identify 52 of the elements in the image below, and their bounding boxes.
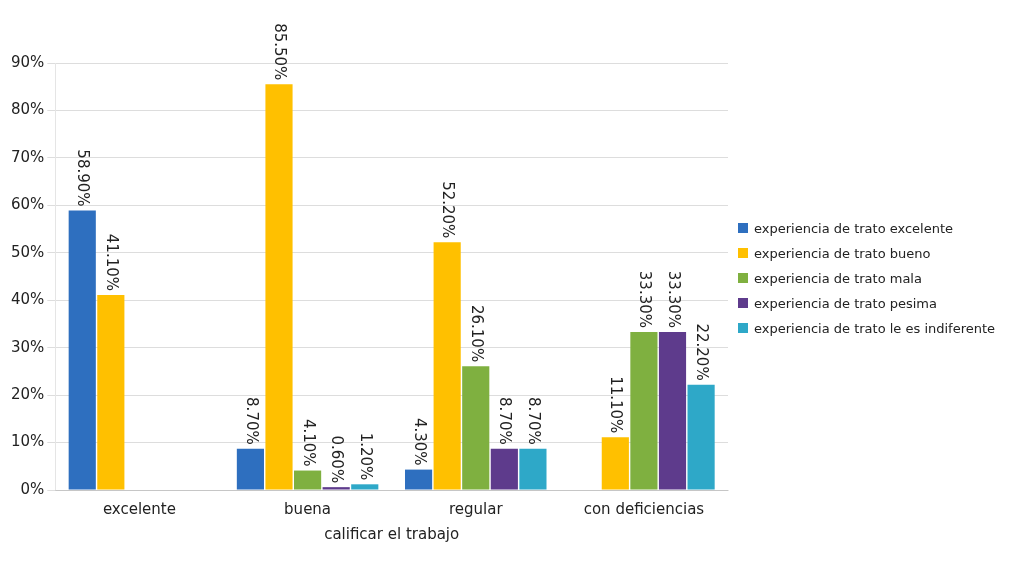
bar — [322, 487, 350, 490]
y-tick-label: 70% — [11, 147, 45, 166]
data-label: 1.20% — [356, 432, 375, 481]
y-tick-label: 0% — [20, 479, 45, 498]
legend-label: experiencia de trato bueno — [754, 245, 931, 261]
data-label: 4.30% — [410, 417, 429, 466]
bar — [351, 484, 379, 490]
x-tick-label: regular — [448, 499, 504, 518]
data-label: 52.20% — [439, 181, 458, 239]
y-tick-label: 20% — [11, 385, 45, 403]
x-axis-title: calificar el trabajo — [324, 524, 460, 543]
bar — [236, 448, 264, 490]
bar — [462, 366, 490, 490]
bar — [433, 242, 461, 490]
bar — [405, 469, 433, 490]
y-tick-label: 90% — [11, 52, 45, 71]
bar — [658, 332, 687, 490]
legend-label: experiencia de trato mala — [754, 270, 922, 286]
bar — [519, 448, 547, 490]
y-tick-label: 10% — [11, 432, 45, 451]
legend-label: experiencia de trato le es indiferente — [754, 320, 996, 336]
y-tick-label: 60% — [11, 195, 45, 214]
data-label: 4.10% — [299, 418, 318, 467]
bar — [601, 437, 629, 490]
data-label: 8.70% — [242, 397, 261, 445]
data-label: 26.10% — [467, 304, 486, 363]
x-tick-label: con deficiencias — [583, 499, 705, 518]
y-tick-label: 30% — [11, 337, 45, 356]
data-label: 33.30% — [636, 270, 655, 329]
data-label: 85.50% — [271, 23, 290, 81]
bar — [687, 384, 715, 490]
data-label: 22.20% — [693, 323, 712, 381]
data-label: 58.90% — [74, 149, 93, 207]
data-label: 33.30% — [664, 270, 683, 329]
bar — [68, 210, 96, 490]
bar — [265, 84, 293, 490]
bar — [490, 448, 518, 490]
legend-label: experiencia de trato excelente — [754, 220, 954, 236]
data-label: 0.60% — [328, 435, 347, 484]
bar — [97, 295, 125, 490]
bar — [294, 470, 322, 490]
data-label: 8.70% — [496, 397, 515, 445]
data-label: 11.10% — [607, 376, 626, 434]
bar — [630, 332, 658, 490]
legend-label: experiencia de trato pesima — [754, 295, 938, 311]
data-label: 41.10% — [102, 233, 121, 291]
y-tick-label: 80% — [11, 100, 45, 119]
x-tick-label: buena — [284, 499, 332, 518]
data-label: 8.70% — [525, 397, 544, 445]
y-tick-label: 50% — [11, 242, 45, 261]
y-tick-label: 40% — [11, 290, 45, 309]
x-tick-label: excelente — [102, 499, 176, 518]
